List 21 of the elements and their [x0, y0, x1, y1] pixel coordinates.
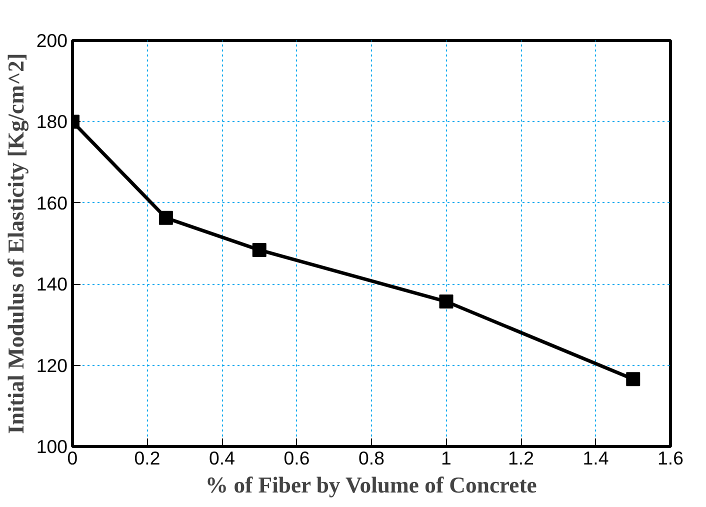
x-tick-label: 0.6	[284, 448, 310, 468]
x-tick-label: 1.2	[508, 448, 534, 468]
x-tick-label: 0	[67, 448, 78, 468]
y-tick-label: 200	[36, 30, 68, 51]
y-tick-label: 120	[36, 354, 68, 376]
x-axis-title: % of Fiber by Volume of Concrete	[205, 472, 537, 498]
x-tick-label: 1	[441, 448, 452, 468]
point	[252, 242, 266, 257]
y-tick-label: 140	[36, 274, 68, 295]
point	[626, 372, 640, 386]
point	[439, 294, 454, 309]
x-tick-label: 0.8	[358, 448, 384, 468]
point	[158, 210, 173, 225]
y-axis-title: Initial Modulus of Elasticity [Kg/cm^2]	[3, 53, 28, 434]
x-tick-label: 0.4	[209, 448, 235, 468]
y-tick-label: 160	[36, 192, 68, 214]
y-tick-label: 100	[36, 436, 68, 457]
x-tick-label: 1.6	[658, 448, 684, 468]
x-tick-label: 1.4	[582, 448, 609, 468]
y-tick-label: 180	[36, 111, 68, 132]
x-tick-label: 0.2	[134, 448, 160, 468]
